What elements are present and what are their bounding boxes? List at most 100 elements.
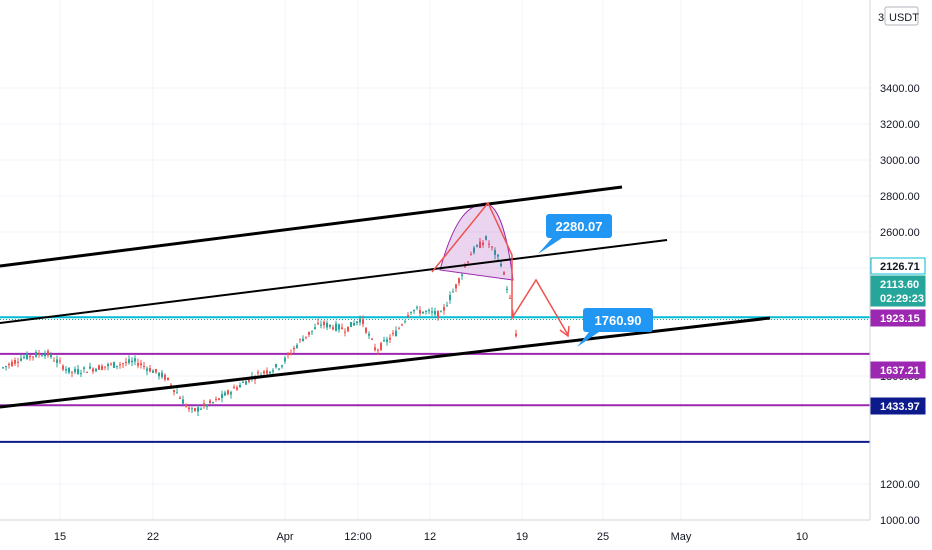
candle-body [2,367,4,369]
candle-body [398,328,400,330]
candle-body [44,353,46,357]
candle-body [182,399,184,404]
candle-body [491,246,493,248]
candle-body [431,311,433,313]
candle-body [446,305,448,307]
callout-box [546,214,612,238]
candle-body [146,368,148,371]
candle-body [263,371,265,374]
candle-body [419,310,421,314]
candle-body [374,347,376,351]
candle-body [248,378,250,383]
channel-mid-line [0,239,668,324]
candle-body [269,371,271,374]
candle-body [449,295,451,301]
callout-pointer [577,332,599,347]
channel-top-line [0,185,623,268]
candle-body [221,394,223,399]
price-tag [870,257,926,275]
candle-body [179,397,181,399]
candle-body [299,339,301,341]
candle-body [332,327,334,330]
candle-body [155,369,157,373]
candle-body [92,368,94,372]
candle-body [80,373,82,375]
candle-body [128,359,130,363]
scale-label: 3 [878,12,884,24]
candle-body [326,322,328,328]
candle-body [356,321,358,324]
candle-body [239,384,241,388]
price-axis[interactable] [869,0,932,550]
candle-body [236,387,238,390]
candle-body [323,321,325,326]
candle-body [485,236,487,240]
candle-body [500,263,502,267]
candle-body [266,370,268,374]
candle-body [311,330,313,332]
candle-body [509,297,511,299]
candle-body [86,371,88,373]
candle-body [368,333,370,336]
candle-body [107,364,109,367]
candle-body [143,365,145,367]
candle-body [83,367,85,369]
candle-body [362,319,364,325]
candle-body [98,365,100,370]
candle-body [335,323,337,331]
candle-body [167,377,169,381]
candle-body [440,311,442,313]
price-tags: 2126.71 2113.60 02:29:23 1923.15 1637.21 1433… [870,257,926,415]
candle-body [377,349,379,351]
y-tick-label: 2800.00 [880,191,920,203]
candle-body [383,340,385,342]
candle-body [380,343,382,350]
y-tick-label: 3200.00 [880,119,920,131]
candle-body [293,347,295,350]
candle-body [176,392,178,394]
candle-body [131,360,133,363]
candle-body [272,370,274,372]
candle-body [473,247,475,253]
price-tag [870,289,926,307]
candle-body [464,266,466,268]
candle-body [407,315,409,317]
candle-body [209,400,211,404]
candle-body [422,311,424,314]
callout-box [583,308,653,332]
price-tag-label: 1923.15 [880,313,920,325]
price-tag-label: 1637.21 [880,365,920,377]
candle-body [278,368,280,370]
y-tick-label: 1200.00 [880,479,920,491]
candle-body [320,324,322,326]
candle-body [353,322,355,326]
candle-body [338,324,340,330]
x-tick-label: 12:00 [344,531,372,543]
candle-body [212,402,214,404]
candle-body [371,338,373,340]
price-callouts: 2280.07 1760.90 [538,214,653,347]
y-tick-label: 1000.00 [880,515,920,527]
candle-body [305,336,307,338]
candle-body [215,398,217,400]
currency-badge[interactable]: 3 USDT [878,6,919,26]
candle-body [224,392,226,396]
x-tick-label: Apr [276,531,293,543]
candle-body [245,381,247,385]
candle-body [329,324,331,327]
candle-body [38,353,40,355]
callout-label: 1760.90 [595,313,642,328]
candle-body [455,284,457,289]
candle-body [386,339,388,343]
candle-body [122,363,124,365]
candle-body [14,360,16,364]
y-tick-label: 3000.00 [880,155,920,167]
x-tick-label: 22 [147,531,159,543]
candle-body [341,327,343,330]
price-tag-label: 1433.97 [880,401,920,413]
candle-body [494,250,496,255]
candle-body [476,245,478,247]
candle-body [77,369,79,374]
candle-body [188,407,190,410]
